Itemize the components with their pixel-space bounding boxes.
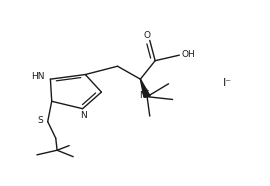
Text: S: S [37,116,43,125]
Text: N: N [139,91,146,100]
Text: N: N [80,111,87,120]
Text: HN: HN [32,72,45,81]
Text: OH: OH [181,50,195,59]
Polygon shape [140,79,150,97]
Text: I⁻: I⁻ [223,78,232,88]
Text: +: + [143,88,149,94]
Text: O: O [144,31,151,40]
